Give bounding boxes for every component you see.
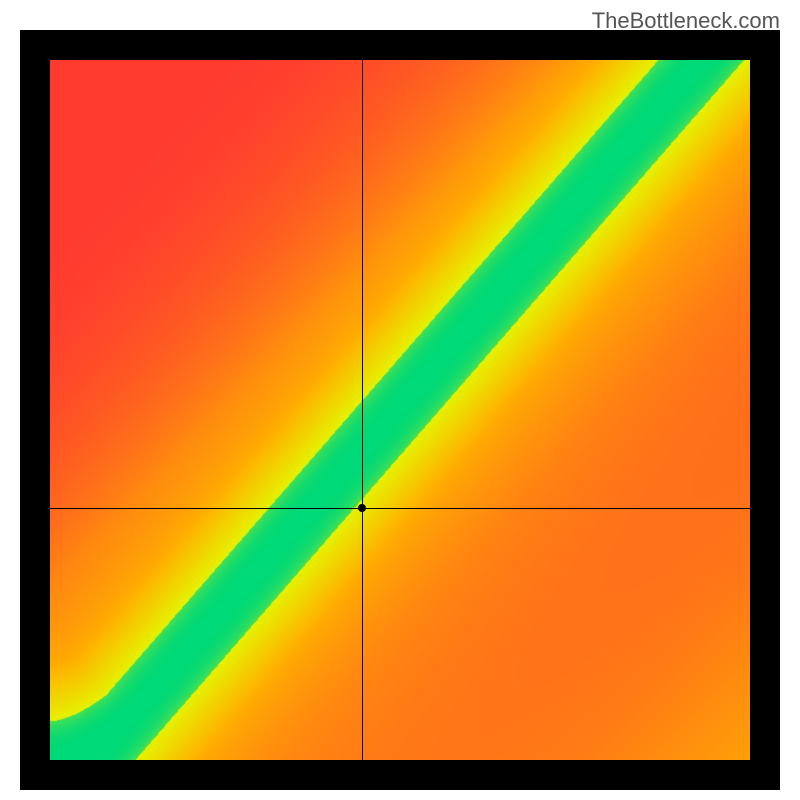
- heatmap-canvas: [50, 60, 750, 760]
- chart-outer-frame: [20, 30, 780, 790]
- crosshair-marker-dot: [358, 504, 366, 512]
- heatmap-plot-area: [50, 60, 750, 760]
- crosshair-horizontal: [50, 508, 750, 509]
- crosshair-vertical: [362, 60, 363, 760]
- watermark-text: TheBottleneck.com: [592, 8, 780, 34]
